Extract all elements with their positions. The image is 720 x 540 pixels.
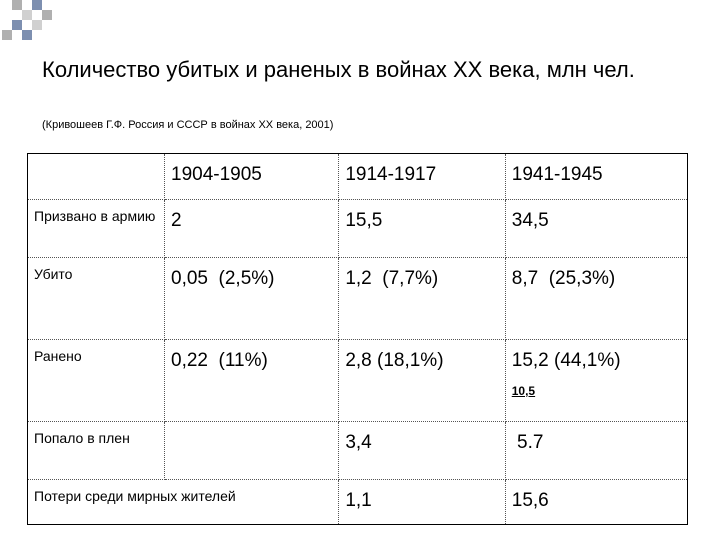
cell: 1,2 (7,7%) xyxy=(338,257,506,340)
row: Попало в плен 3,4 5.7 xyxy=(27,421,689,480)
header-row: 1904-1905 1914-1917 1941-1945 xyxy=(27,153,689,200)
decor xyxy=(22,30,32,40)
cell: 15,2 (44,1%) 10,5 xyxy=(504,339,689,422)
row: Убито 0,05 (2,5%) 1,2 (7,7%) 8,7 (25,3%) xyxy=(27,257,689,340)
decor xyxy=(12,0,22,10)
decor xyxy=(2,30,12,40)
row-label: Призвано в армию xyxy=(27,199,165,258)
decor xyxy=(12,20,22,30)
cell: 15,6 xyxy=(504,479,689,525)
corner-cell xyxy=(27,153,165,200)
row: Потери среди мирных жителей 1,1 15,6 xyxy=(26,479,689,525)
row-label: Ранено xyxy=(27,339,165,422)
cell: 0,22 (11%) xyxy=(163,339,340,422)
cell xyxy=(163,421,340,480)
header-cell: 1904-1905 xyxy=(163,153,340,200)
row: Призвано в армию 2 15,5 34,5 xyxy=(27,199,689,258)
table: 1904-1905 1914-1917 1941-1945 Призвано в ар… xyxy=(26,153,689,525)
row-label: Убито xyxy=(27,257,165,340)
row-label: Попало в плен xyxy=(27,421,165,480)
decor xyxy=(42,10,52,20)
header-cell: 1941-1945 xyxy=(504,153,689,200)
note: 10,5 xyxy=(511,384,536,398)
cell: 5.7 xyxy=(504,421,689,480)
decor xyxy=(22,10,32,20)
title: Количество убитых и раненых в войнах XX … xyxy=(42,57,635,82)
cell: 1,1 xyxy=(338,479,506,525)
decor xyxy=(32,20,42,30)
row: Ранено 0,22 (11%) 2,8 (18,1%) 15,2 (44,1%) 1… xyxy=(27,339,689,422)
cell: 2 xyxy=(163,199,340,258)
cell: 0,05 (2,5%) xyxy=(163,257,340,340)
cell: 3,4 xyxy=(338,421,506,480)
decor xyxy=(32,0,42,10)
row-label: Потери среди мирных жителей xyxy=(26,479,340,525)
cell: 8,7 (25,3%) xyxy=(504,257,689,340)
cell: 15,5 xyxy=(338,199,506,258)
source: (Кривошеев Г.Ф. Россия и СССР в войнах X… xyxy=(42,119,334,131)
cell: 34,5 xyxy=(504,199,689,258)
header-cell: 1914-1917 xyxy=(338,153,506,200)
cell: 2,8 (18,1%) xyxy=(338,339,506,422)
